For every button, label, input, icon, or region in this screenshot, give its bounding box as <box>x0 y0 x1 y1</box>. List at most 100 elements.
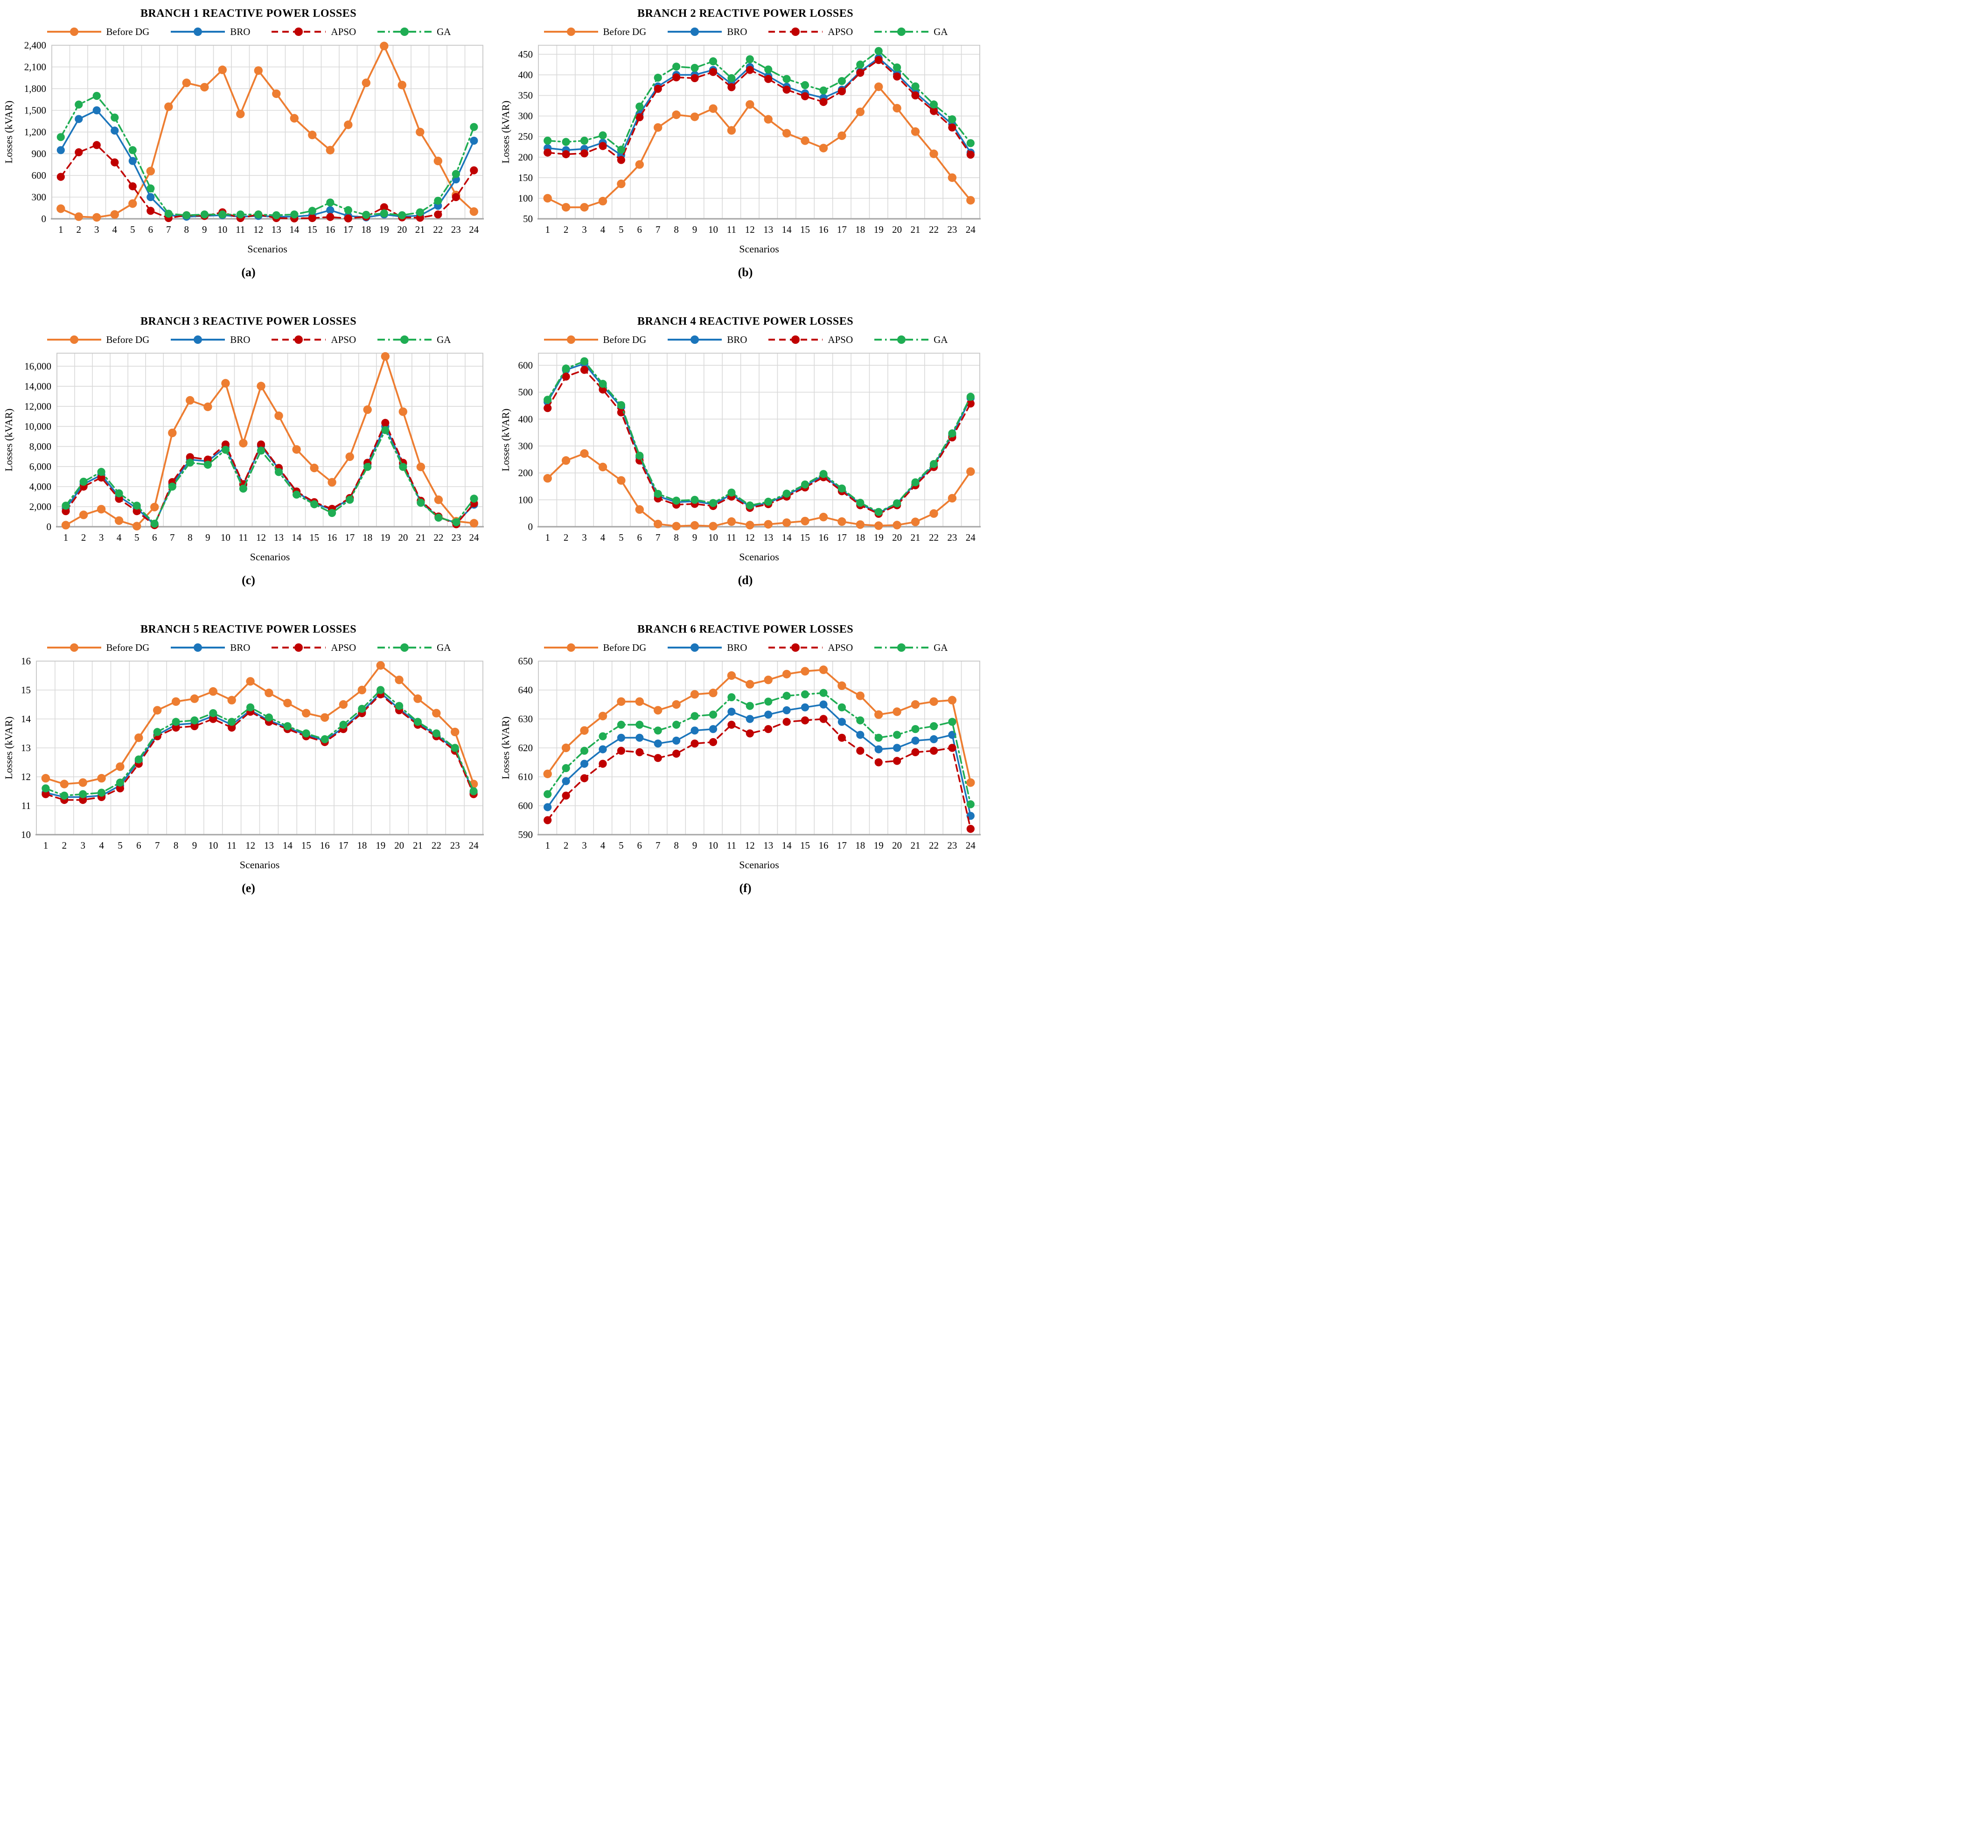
y-tick-label: 600 <box>518 800 533 811</box>
legend-marker-ga-icon <box>874 335 929 344</box>
legend-marker-apso-icon <box>768 28 823 36</box>
x-tick-label: 14 <box>289 224 300 235</box>
y-tick-label: 900 <box>32 148 47 160</box>
x-tick-label: 16 <box>327 532 337 543</box>
legend-item-before_dg: Before DG <box>46 642 149 654</box>
y-tick-label: 1,800 <box>24 83 46 94</box>
panel-caption: (e) <box>242 881 255 895</box>
x-tick-label: 19 <box>874 840 884 851</box>
y-tick-label: 400 <box>518 413 533 425</box>
y-tick-label: 1,200 <box>24 126 46 138</box>
x-tick-label: 13 <box>763 224 773 235</box>
chart-title: BRANCH 1 REACTIVE POWER LOSSES <box>140 7 357 20</box>
y-tick-label: 610 <box>518 771 533 782</box>
y-tick-label: 450 <box>518 49 533 60</box>
x-tick-label: 16 <box>320 840 330 851</box>
x-tick-label: 17 <box>837 532 847 543</box>
legend-item-bro: BRO <box>170 642 250 654</box>
legend-label-before_dg: Before DG <box>603 642 647 653</box>
x-tick-label: 20 <box>397 224 407 235</box>
x-tick-label: 20 <box>398 532 408 543</box>
x-tick-label: 14 <box>782 840 792 851</box>
x-tick-label: 12 <box>253 224 263 235</box>
x-tick-label: 21 <box>911 840 921 851</box>
x-tick-label: 2 <box>62 840 67 851</box>
x-tick-label: 10 <box>708 840 718 851</box>
y-tick-label: 15 <box>21 684 31 696</box>
x-tick-label: 24 <box>966 224 976 235</box>
x-tick-label: 20 <box>892 224 902 235</box>
x-tick-label: 7 <box>155 840 160 851</box>
y-tick-label: 500 <box>518 387 533 398</box>
x-tick-label: 20 <box>892 532 902 543</box>
legend-marker-apso-icon <box>272 335 326 344</box>
x-tick-label: 9 <box>692 532 698 543</box>
legend-marker-bro-icon <box>171 28 225 36</box>
y-tick-label: 600 <box>518 360 533 371</box>
x-tick-label: 18 <box>855 532 865 543</box>
panel-caption: (f) <box>739 881 752 895</box>
legend-label-ga: GA <box>437 334 451 345</box>
x-tick-label: 17 <box>345 532 355 543</box>
x-tick-label: 4 <box>600 840 606 851</box>
y-tick-label: 16,000 <box>24 361 51 372</box>
x-tick-label: 10 <box>208 840 218 851</box>
chart-panel-d: BRANCH 4 REACTIVE POWER LOSSES Before DG… <box>497 308 994 616</box>
series-apso <box>544 715 975 833</box>
x-tick-label: 22 <box>433 532 443 543</box>
x-tick-label: 12 <box>745 840 755 851</box>
series-before_dg <box>56 42 478 222</box>
x-tick-label: 20 <box>892 840 902 851</box>
x-tick-label: 7 <box>656 224 661 235</box>
x-tick-label: 1 <box>43 840 49 851</box>
legend-marker-bro-icon <box>171 643 225 652</box>
x-tick-label: 9 <box>692 224 698 235</box>
series-ga <box>56 91 478 219</box>
x-tick-label: 24 <box>469 532 479 543</box>
legend-label-bro: BRO <box>727 26 747 37</box>
x-tick-label: 10 <box>708 224 718 235</box>
x-tick-label: 3 <box>80 840 85 851</box>
x-tick-label: 3 <box>94 224 99 235</box>
x-tick-label: 3 <box>99 532 104 543</box>
x-tick-label: 8 <box>174 840 179 851</box>
chart-title: BRANCH 4 REACTIVE POWER LOSSES <box>637 315 854 328</box>
x-tick-label: 16 <box>818 840 828 851</box>
x-tick-label: 22 <box>433 224 443 235</box>
y-tick-label: 6,000 <box>29 461 51 472</box>
legend-marker-bro-icon <box>668 643 722 652</box>
legend-item-ga: GA <box>873 334 948 346</box>
series-apso <box>544 56 975 164</box>
x-axis-title: Scenarios <box>739 859 779 871</box>
x-tick-label: 24 <box>469 224 479 235</box>
y-tick-label: 150 <box>518 172 533 183</box>
legend-marker-before_dg-icon <box>544 28 598 36</box>
x-tick-label: 21 <box>413 840 423 851</box>
legend-label-ga: GA <box>934 26 948 37</box>
x-tick-label: 2 <box>77 224 82 235</box>
y-axis-title: Losses (kVAR) <box>3 717 14 780</box>
y-axis-title: Losses (kVAR) <box>3 101 14 164</box>
x-tick-label: 17 <box>837 224 847 235</box>
y-tick-label: 8,000 <box>29 441 51 452</box>
x-tick-label: 14 <box>782 224 792 235</box>
x-tick-label: 22 <box>929 224 939 235</box>
y-tick-label: 600 <box>32 170 47 181</box>
x-tick-label: 15 <box>800 224 810 235</box>
y-axis-title: Losses (kVAR) <box>3 409 14 472</box>
legend-label-apso: APSO <box>331 642 356 653</box>
x-tick-label: 22 <box>929 532 939 543</box>
legend-marker-before_dg-icon <box>47 335 101 344</box>
y-tick-label: 10,000 <box>24 421 51 432</box>
x-tick-label: 4 <box>99 840 104 851</box>
x-tick-label: 1 <box>545 840 550 851</box>
legend-label-before_dg: Before DG <box>603 334 647 345</box>
x-tick-label: 15 <box>309 532 319 543</box>
x-tick-label: 22 <box>929 840 939 851</box>
x-tick-label: 6 <box>148 224 153 235</box>
series-before_dg <box>41 661 478 788</box>
